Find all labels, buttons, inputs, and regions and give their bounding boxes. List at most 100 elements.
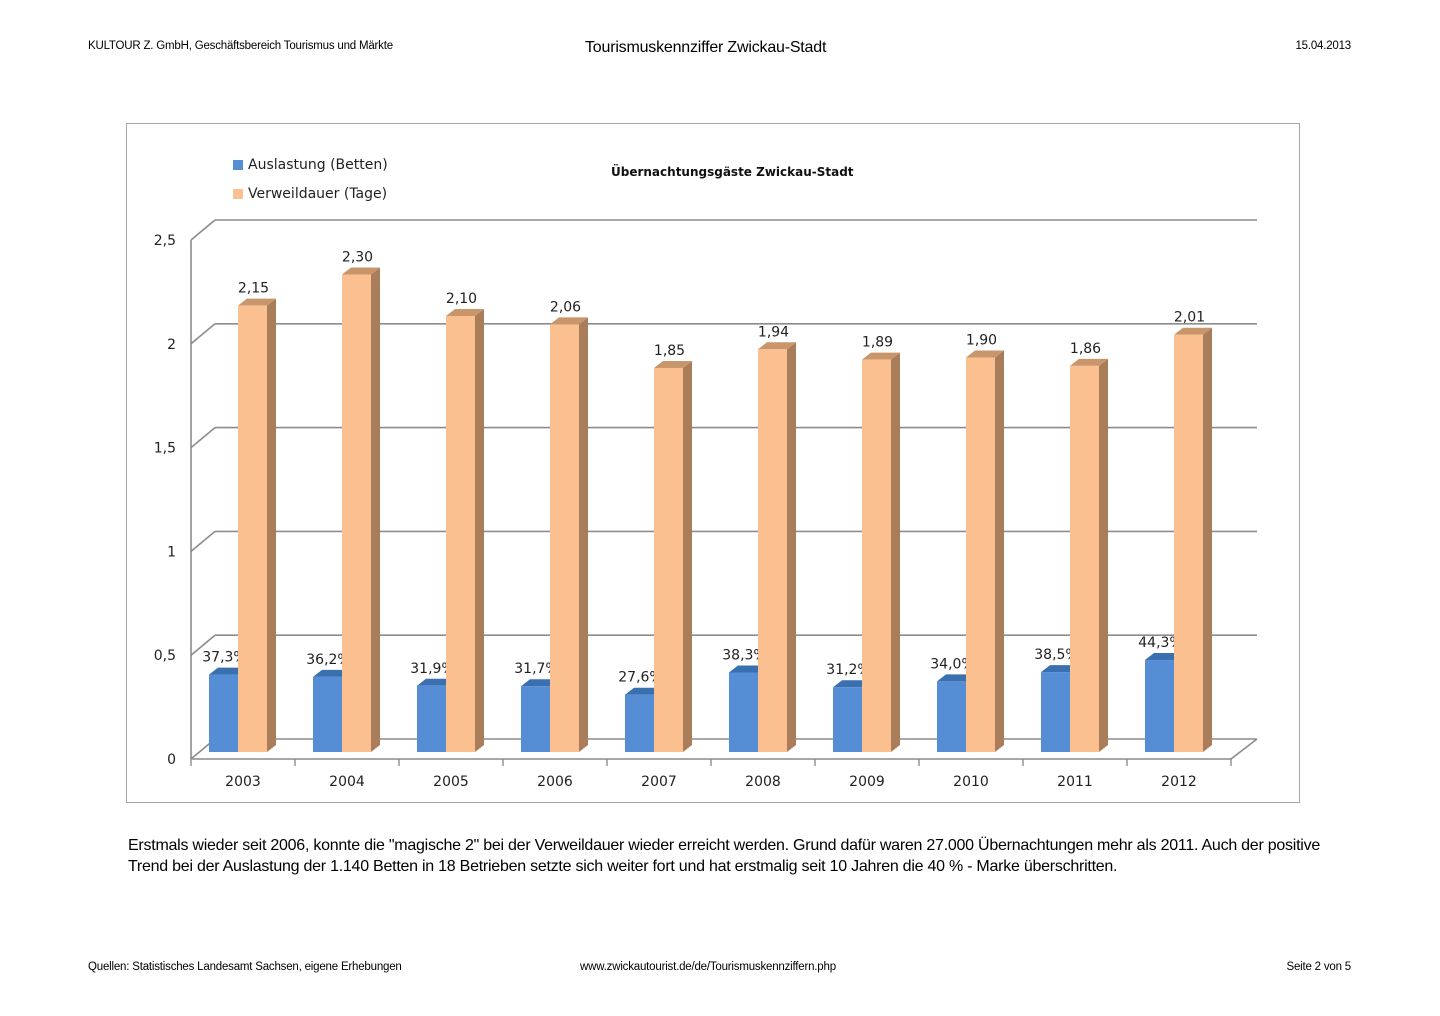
gridline-side [190, 323, 216, 345]
x-tick-label: 2005 [433, 774, 469, 790]
bar-side-Verweildauer (Tage) [579, 317, 588, 752]
bar-side-Verweildauer (Tage) [371, 267, 380, 752]
bar-top-auslastung [313, 669, 351, 677]
y-tick-label: 2 [167, 337, 176, 353]
bar-top-auslastung [209, 667, 247, 675]
data-label: 31,7% [514, 661, 558, 677]
data-label: 31,9% [410, 661, 454, 677]
bar-verweildauer [446, 316, 475, 752]
chart-title: Übernachtungsgäste Zwickau-Stadt [611, 165, 854, 179]
bar-top-auslastung [417, 678, 455, 686]
body-paragraph: Erstmals wieder seit 2006, konnte die "m… [128, 837, 1320, 875]
bar-side-Verweildauer (Tage) [1203, 327, 1212, 752]
x-tick-label: 2009 [849, 774, 885, 790]
bar-top-auslastung [1145, 653, 1183, 661]
data-label: 2,30 [342, 250, 373, 266]
bar-top-verweildauer [550, 317, 588, 325]
bar-verweildauer [1174, 334, 1203, 752]
data-label: 1,85 [654, 343, 685, 359]
bar-verweildauer [1070, 365, 1099, 752]
gridline-side [190, 634, 216, 656]
data-label: 34,0% [930, 656, 974, 672]
data-label: 38,5% [1034, 647, 1078, 663]
header-date: 15.04.2013 [1295, 40, 1351, 52]
y-tick-label: 1,5 [154, 441, 176, 457]
bar-top-auslastung [625, 687, 663, 695]
bar-auslastung [729, 672, 758, 752]
y-tick-label: 0 [167, 752, 176, 768]
data-label: 1,90 [966, 333, 997, 349]
legend-swatch-auslastung [233, 159, 243, 170]
data-label: 2,10 [446, 291, 477, 307]
bar-top-verweildauer [966, 350, 1004, 358]
bar-side-Verweildauer (Tage) [995, 350, 1004, 752]
bar-top-verweildauer [446, 309, 484, 317]
bar-auslastung [209, 674, 238, 752]
footer-page: Seite 2 von 5 [1286, 961, 1351, 973]
x-tick-label: 2006 [537, 774, 573, 790]
bar-verweildauer [862, 359, 891, 752]
y-tick-label: 1 [167, 544, 176, 560]
header-organization: KULTOUR Z. GmbH, Geschäftsbereich Touris… [88, 40, 393, 52]
bar-verweildauer [238, 305, 267, 752]
bar-side-Verweildauer (Tage) [267, 298, 276, 752]
legend-label-auslastung: Auslastung (Betten) [248, 156, 388, 173]
footer-url: www.zwickautourist.de/de/Tourismuskennzi… [580, 961, 836, 973]
bar-verweildauer [342, 274, 371, 752]
legend-swatch-verweildauer [233, 188, 243, 199]
bar-side-Verweildauer (Tage) [475, 309, 484, 752]
bar-top-auslastung [729, 665, 767, 673]
data-label: 37,3% [202, 650, 246, 666]
x-tick-label: 2011 [1057, 774, 1093, 790]
data-label: 1,94 [758, 324, 789, 340]
bar-top-verweildauer [862, 352, 900, 360]
data-label: 1,86 [1070, 341, 1101, 357]
bar-verweildauer [654, 367, 683, 752]
bar-top-auslastung [833, 680, 871, 688]
bar-top-verweildauer [342, 267, 380, 275]
data-label: 2,01 [1174, 310, 1205, 326]
bar-auslastung [521, 686, 550, 752]
x-tick-label: 2008 [745, 774, 781, 790]
legend-label-verweildauer: Verweildauer (Tage) [248, 185, 388, 202]
floor-right-edge [1230, 738, 1258, 760]
bar-auslastung [417, 685, 446, 752]
gridline-side [190, 530, 216, 553]
x-tick-label: 2004 [329, 774, 365, 790]
bar-top-auslastung [937, 674, 975, 682]
header-title: Tourismuskennziffer Zwickau-Stadt [585, 39, 827, 56]
bar-side-Verweildauer (Tage) [787, 342, 796, 752]
y-tick-label: 2,5 [154, 233, 176, 249]
bar-verweildauer [550, 324, 579, 752]
data-label: 27,6% [618, 670, 662, 686]
bar-auslastung [1145, 660, 1174, 752]
data-label: 2,06 [550, 299, 581, 315]
x-tick-label: 2007 [641, 774, 677, 790]
data-label: 36,2% [306, 652, 350, 668]
data-label: 31,2% [826, 662, 870, 678]
x-tick-label: 2010 [953, 774, 989, 790]
bar-side-Verweildauer (Tage) [891, 352, 900, 752]
gridline-side [190, 426, 216, 449]
bar-side-Verweildauer (Tage) [683, 360, 692, 752]
bar-auslastung [1041, 672, 1070, 752]
chart-frame [126, 123, 1300, 803]
bar-top-verweildauer [758, 342, 796, 350]
bar-top-auslastung [521, 679, 559, 687]
x-tick-label: 2012 [1161, 774, 1197, 790]
bar-side-Verweildauer (Tage) [1099, 358, 1108, 752]
bar-auslastung [313, 676, 342, 752]
chart-legend: Auslastung (Betten) Verweildauer (Tage) [233, 150, 388, 208]
data-label: 1,89 [862, 335, 893, 351]
bar-top-verweildauer [1174, 327, 1212, 335]
bar-top-verweildauer [1070, 358, 1108, 366]
legend-item-auslastung: Auslastung (Betten) [233, 150, 388, 179]
x-tick-label: 2003 [225, 774, 261, 790]
bar-auslastung [937, 681, 966, 752]
bar-auslastung [833, 687, 862, 752]
bar-top-verweildauer [238, 298, 276, 306]
data-label: 38,3% [722, 647, 766, 663]
bar-top-auslastung [1041, 665, 1079, 673]
y-tick-label: 0,5 [154, 648, 176, 664]
